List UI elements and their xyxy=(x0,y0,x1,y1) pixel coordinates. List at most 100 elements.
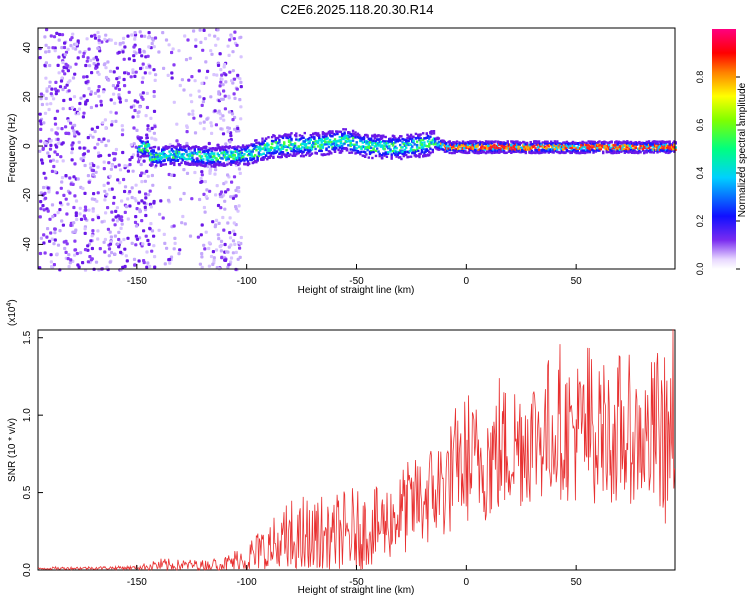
noise-cell xyxy=(143,34,147,38)
ridge-cell xyxy=(280,155,283,159)
noise-cell xyxy=(54,92,58,96)
ridge-cell xyxy=(368,145,372,148)
noise-cell xyxy=(133,37,137,41)
ridge-cell xyxy=(210,165,213,168)
noise-cell xyxy=(117,163,121,167)
noise-cell xyxy=(94,64,98,68)
ridge-cell xyxy=(319,147,322,150)
noise-cell xyxy=(157,50,161,54)
noise-cell xyxy=(62,240,66,244)
noise-cell xyxy=(53,122,58,126)
noise-cell xyxy=(140,199,144,203)
ridge-cell xyxy=(481,145,484,148)
noise-cell xyxy=(92,163,96,168)
noise-cell xyxy=(125,259,129,263)
noise-cell xyxy=(132,58,136,63)
ridge-cell xyxy=(376,138,379,141)
noise-cell xyxy=(168,186,172,190)
ridge-cell xyxy=(409,143,413,147)
ridge-cell xyxy=(145,154,148,158)
ridge-cell xyxy=(419,139,422,142)
ridge-cell xyxy=(558,142,561,145)
noise-cell xyxy=(184,58,189,62)
noise-cell xyxy=(120,218,124,222)
noise-cell xyxy=(49,92,53,96)
noise-cell xyxy=(212,73,216,77)
noise-cell xyxy=(221,132,226,136)
noise-cell xyxy=(110,187,114,191)
ridge-cell xyxy=(451,151,454,155)
ridge-cell xyxy=(385,155,389,158)
ridge-cell xyxy=(393,138,396,141)
ridge-cell xyxy=(318,139,321,142)
ridge-cell xyxy=(342,137,345,141)
ridge-cell xyxy=(494,146,497,150)
noise-cell xyxy=(217,221,221,225)
ridge-cell xyxy=(268,151,271,155)
noise-cell xyxy=(137,190,142,194)
ridge-cell xyxy=(211,160,215,163)
noise-cell xyxy=(120,124,124,128)
ridge-cell xyxy=(158,154,161,157)
noise-cell xyxy=(63,85,67,89)
noise-cell xyxy=(97,85,101,89)
ridge-cell xyxy=(495,151,499,154)
noise-cell xyxy=(189,93,193,97)
x-tick-label: 0 xyxy=(464,577,470,588)
ridge-cell xyxy=(374,154,378,158)
x-tick-label: -50 xyxy=(349,577,364,588)
noise-cell xyxy=(78,101,82,106)
ridge-cell xyxy=(588,149,592,153)
y-tick-label: 1.5 xyxy=(22,330,33,344)
ridge-cell xyxy=(301,134,304,138)
noise-cell xyxy=(83,163,87,168)
noise-cell xyxy=(144,114,148,118)
ridge-cell xyxy=(219,161,222,164)
ridge-cell xyxy=(544,145,547,148)
noise-cell xyxy=(50,237,54,241)
ridge-cell xyxy=(341,144,344,148)
ridge-cell xyxy=(324,140,327,144)
noise-cell xyxy=(223,207,227,211)
ridge-cell xyxy=(494,149,497,153)
ridge-cell xyxy=(351,132,355,135)
ridge-cell xyxy=(299,149,303,152)
noise-cell xyxy=(207,264,211,268)
noise-cell xyxy=(178,83,182,88)
ridge-cell xyxy=(415,140,419,143)
ridge-cell xyxy=(270,139,274,143)
ridge-cell xyxy=(668,147,671,150)
noise-cell xyxy=(123,84,127,88)
noise-cell xyxy=(118,41,122,46)
ridge-cell xyxy=(510,146,513,149)
noise-cell xyxy=(107,254,111,258)
ridge-cell xyxy=(190,158,193,161)
ridge-cell xyxy=(377,150,380,153)
noise-cell xyxy=(56,211,60,215)
ridge-cell xyxy=(452,149,455,152)
noise-cell xyxy=(75,217,79,222)
ridge-cell xyxy=(159,161,163,164)
ridge-cell xyxy=(454,141,457,145)
noise-cell xyxy=(188,234,193,238)
ridge-cell xyxy=(163,153,166,156)
noise-cell xyxy=(210,124,214,128)
ridge-cell xyxy=(660,142,663,146)
ridge-cell xyxy=(285,153,288,156)
noise-cell xyxy=(140,34,144,38)
noise-cell xyxy=(67,253,71,257)
ridge-cell xyxy=(331,131,334,135)
noise-cell xyxy=(168,257,172,262)
noise-cell xyxy=(66,202,70,206)
noise-cell xyxy=(127,57,131,61)
ridge-cell xyxy=(309,134,312,137)
ridge-cell xyxy=(246,160,250,163)
noise-cell xyxy=(82,94,86,98)
ridge-cell xyxy=(467,147,471,151)
noise-cell xyxy=(109,98,113,102)
noise-cell xyxy=(51,158,55,162)
ridge-cell xyxy=(168,146,171,149)
ridge-cell xyxy=(302,140,305,143)
ridge-cell xyxy=(554,149,558,153)
ridge-cell xyxy=(168,154,171,158)
